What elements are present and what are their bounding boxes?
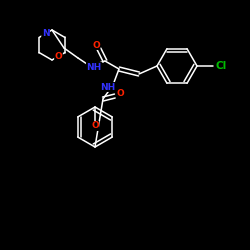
Text: O: O xyxy=(91,122,99,130)
Text: N: N xyxy=(42,29,49,38)
Text: NH: NH xyxy=(86,62,102,72)
Text: NH: NH xyxy=(100,82,116,92)
Text: O: O xyxy=(92,40,100,50)
Text: O: O xyxy=(54,52,62,61)
Text: Cl: Cl xyxy=(216,61,226,71)
Text: O: O xyxy=(116,90,124,98)
